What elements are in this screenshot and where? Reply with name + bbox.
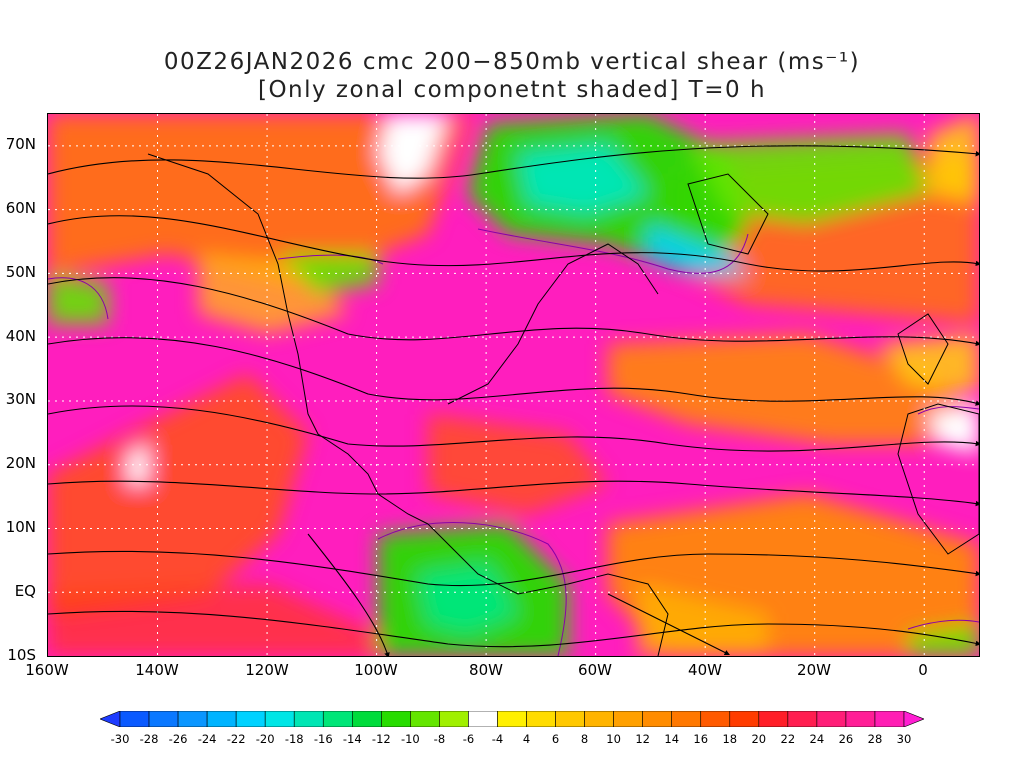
colorbar-tick-label: -28 [139, 732, 159, 746]
colorbar-tick-label: 8 [580, 732, 589, 746]
colorbar-tick-label: -16 [313, 732, 333, 746]
colorbar-swatch [555, 711, 585, 727]
colorbar-swatch [322, 711, 353, 727]
colorbar-swatch [497, 711, 527, 727]
colorbar-swatch [874, 711, 905, 727]
lat-label-50n: 50N [5, 263, 36, 281]
lon-label-20w: 20W [797, 661, 831, 679]
lat-label-40n: 40N [5, 327, 36, 345]
colorbar-tick-label: 6 [551, 732, 560, 746]
colorbar-tick-label: 14 [664, 732, 680, 746]
colorbar-tick-label: 20 [751, 732, 767, 746]
colorbar-tick-label: -8 [433, 732, 446, 746]
lon-label-0: 0 [918, 661, 928, 679]
lon-label-40w: 40W [688, 661, 722, 679]
colorbar-tick-label: -26 [168, 732, 188, 746]
colorbar-tick-label: -24 [197, 732, 217, 746]
graticule [48, 114, 979, 656]
lon-label-80w: 80W [469, 661, 503, 679]
colorbar-swatch [439, 711, 469, 727]
colorbar-tick-label: 22 [780, 732, 796, 746]
colorbar-swatch [642, 711, 673, 727]
colorbar-tick-label: 28 [867, 732, 883, 746]
colorbar-swatch [264, 711, 295, 727]
lat-label-70n: 70N [5, 135, 36, 153]
colorbar-tick-label: -30 [110, 732, 130, 746]
colorbar-swatch [235, 711, 266, 727]
colorbar-swatch [148, 711, 179, 727]
lat-label-30n: 30N [5, 390, 36, 408]
coastlines [147, 153, 979, 656]
colorbar-tick-label: 30 [896, 732, 912, 746]
colorbar-swatch [177, 711, 208, 727]
colorbar-tick-label: 4 [522, 732, 531, 746]
colorbar-swatch [584, 711, 614, 727]
colorbar-swatch [410, 711, 440, 727]
lon-label-160w: 160W [25, 661, 69, 679]
colorbar-swatch [613, 711, 643, 727]
colorbar-swatch [729, 711, 760, 727]
map-subtitle: [Only zonal componetnt shaded] T=0 h [257, 77, 767, 103]
colorbar-swatch [293, 711, 324, 727]
colorbar-tick-label: 10 [606, 732, 621, 746]
map-title: 00Z26JAN2026 cmc 200−850mb vertical shea… [163, 49, 861, 75]
colorbar-swatch [787, 711, 818, 727]
shear-map-canvas [48, 114, 979, 656]
shear-streamlines [48, 145, 979, 656]
colorbar-swatch [119, 711, 150, 727]
colorbar-swatch [758, 711, 789, 727]
lon-label-60w: 60W [578, 661, 612, 679]
colorbar-tick-label: -12 [371, 732, 391, 746]
colorbar-swatch [381, 711, 411, 727]
colorbar-swatch [526, 711, 556, 727]
lat-label-60n: 60N [5, 199, 36, 217]
lat-label-10n: 10N [5, 518, 36, 536]
colorbar-tick-label: -22 [226, 732, 246, 746]
colorbar-tick-label: 12 [635, 732, 650, 746]
lat-label-20n: 20N [5, 454, 36, 472]
colorbar-swatch [700, 711, 731, 727]
colorbar-swatch [816, 711, 847, 727]
colorbar-tick-label: -14 [342, 732, 362, 746]
colorbar-tick-label: 26 [838, 732, 854, 746]
colorbar-swatch [468, 711, 498, 727]
colorbar-tick-label: 18 [722, 732, 738, 746]
colorbar-swatch [206, 711, 237, 727]
colorbar-swatch [845, 711, 876, 727]
colorbar-overflow-arrow [903, 711, 924, 727]
colorbar-underflow-arrow [100, 711, 121, 727]
colorbar-tick-label: 24 [809, 732, 825, 746]
colorbar-tick-label: -4 [491, 732, 504, 746]
lon-label-120w: 120W [245, 661, 289, 679]
colorbar-tick-label: -20 [255, 732, 275, 746]
colorbar-swatch [671, 711, 702, 727]
colorbar-swatch [351, 711, 382, 727]
colorbar-tick-label: -18 [284, 732, 304, 746]
lat-label-10s: 10S [7, 646, 36, 664]
colorbar-tick-label: -10 [400, 732, 420, 746]
lon-label-140w: 140W [135, 661, 179, 679]
colorbar-tick-label: 16 [693, 732, 709, 746]
colorbar [100, 711, 924, 727]
lat-label-eq: EQ [14, 582, 36, 600]
lon-label-100w: 100W [354, 661, 398, 679]
colorbar-tick-label: -6 [462, 732, 475, 746]
shear-map [47, 113, 980, 657]
